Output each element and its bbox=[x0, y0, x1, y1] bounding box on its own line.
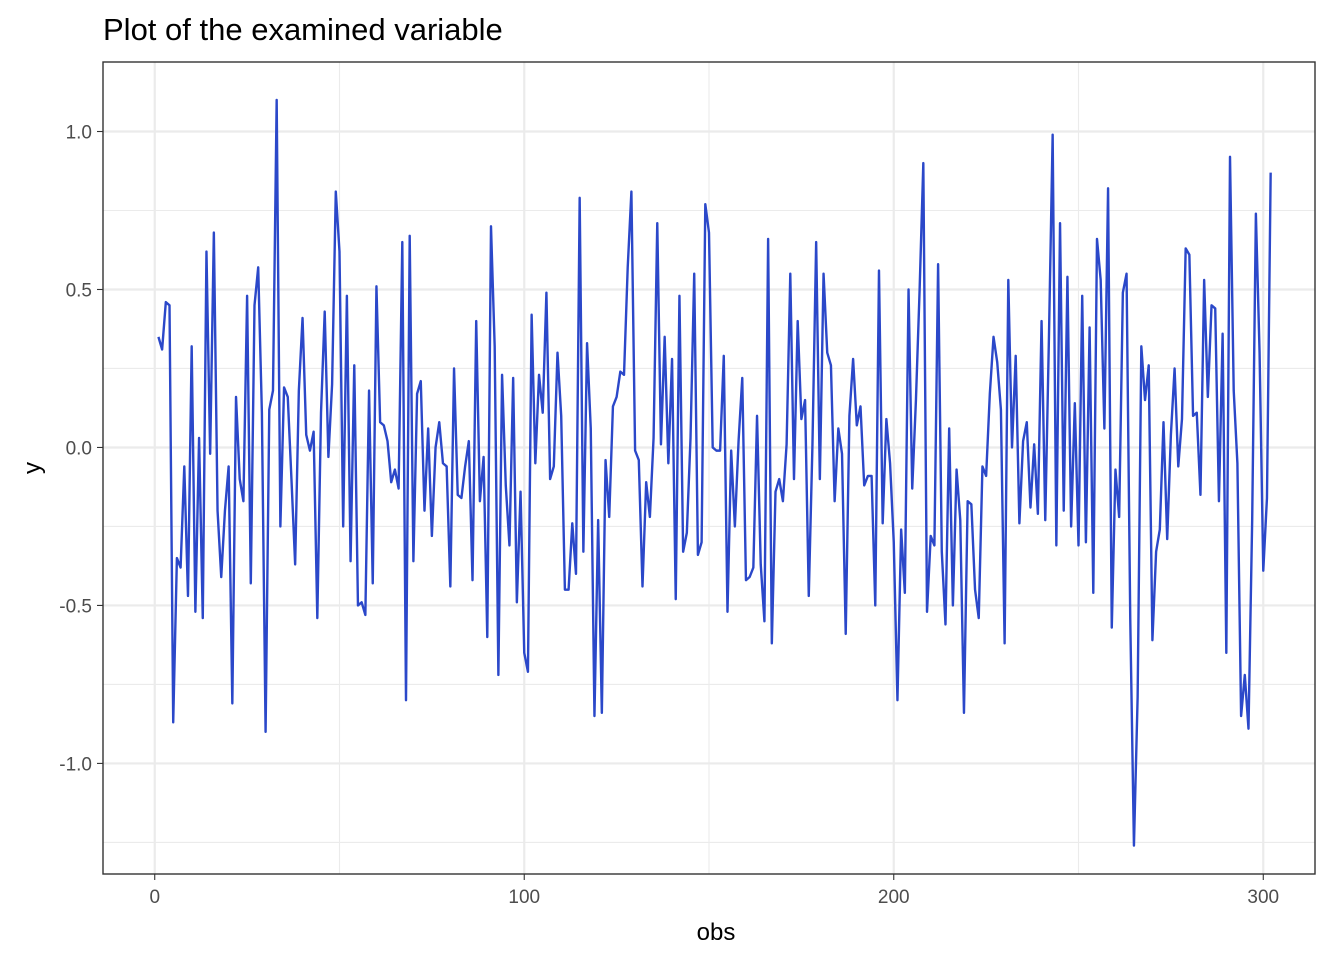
y-axis-tick-labels: -1.0 -0.5 0.0 0.5 1.0 bbox=[59, 123, 92, 776]
y-tick-label: -1.0 bbox=[59, 754, 92, 775]
x-tick-label: 200 bbox=[878, 887, 910, 908]
x-tick-label: 300 bbox=[1247, 887, 1279, 908]
x-tick-label: 0 bbox=[149, 887, 160, 908]
x-tick-label: 100 bbox=[508, 887, 540, 908]
y-tick-label: -0.5 bbox=[59, 596, 92, 617]
y-tick-label: 0.0 bbox=[66, 438, 92, 459]
axis-ticks bbox=[97, 130, 1264, 880]
y-axis-title: y bbox=[19, 462, 46, 474]
x-axis-tick-labels: 0 100 200 300 bbox=[149, 887, 1279, 908]
series-line bbox=[157, 98, 1272, 847]
y-tick-label: 1.0 bbox=[66, 123, 92, 144]
y-tick-label: 0.5 bbox=[66, 280, 92, 301]
plot-panel bbox=[102, 61, 1316, 875]
x-axis-title: obs bbox=[697, 919, 736, 946]
chart-title: Plot of the examined variable bbox=[103, 12, 503, 47]
